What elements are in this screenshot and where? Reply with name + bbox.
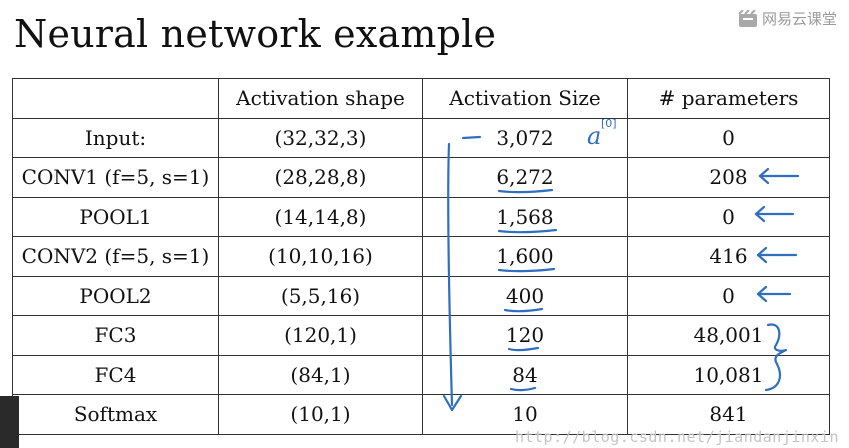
parameter-count: 416 bbox=[627, 236, 830, 277]
layer-name: Input: bbox=[12, 117, 219, 158]
layer-name: Softmax bbox=[12, 394, 219, 435]
video-slate-icon bbox=[738, 9, 757, 27]
table-row: POOL2 (5,5,16) 400 0 bbox=[12, 275, 830, 316]
slide-title: Neural network example bbox=[14, 12, 497, 56]
activation-shape: (10,10,16) bbox=[218, 236, 423, 277]
watermark-url: http://blog.csdn.net/jiandanjinxin bbox=[514, 428, 839, 446]
parameter-count: 10,081 bbox=[627, 354, 830, 395]
activation-size: 1,568 bbox=[422, 196, 628, 237]
table-row: Input: (32,32,3) 3,072 0 bbox=[12, 117, 830, 158]
parameter-count: 841 bbox=[627, 394, 830, 435]
activation-shape: (28,28,8) bbox=[218, 157, 423, 198]
layer-name: CONV1 (f=5, s=1) bbox=[12, 157, 219, 198]
network-table: Activation shape Activation Size # param… bbox=[12, 78, 830, 435]
activation-size: 84 bbox=[422, 354, 628, 395]
activation-shape: (5,5,16) bbox=[218, 275, 423, 316]
activation-size: 120 bbox=[422, 315, 628, 356]
parameter-count: 0 bbox=[627, 117, 830, 158]
table-row: POOL1 (14,14,8) 1,568 0 bbox=[12, 196, 830, 237]
table-row: FC3 (120,1) 120 48,001 bbox=[12, 315, 830, 356]
header-activation-size: Activation Size bbox=[422, 78, 628, 119]
table-row: FC4 (84,1) 84 10,081 bbox=[12, 354, 830, 395]
activation-size: 6,272 bbox=[422, 157, 628, 198]
table-row: CONV1 (f=5, s=1) (28,28,8) 6,272 208 bbox=[12, 157, 830, 198]
parameter-count: 0 bbox=[627, 196, 830, 237]
table-header-row: Activation shape Activation Size # param… bbox=[12, 78, 830, 119]
activation-size: 3,072 bbox=[422, 117, 628, 158]
header-parameters: # parameters bbox=[627, 78, 830, 119]
activation-shape: (10,1) bbox=[218, 394, 423, 435]
parameter-count: 208 bbox=[627, 157, 830, 198]
activation-size: 1,600 bbox=[422, 236, 628, 277]
table-row: Softmax (10,1) 10 841 bbox=[12, 394, 830, 435]
layer-name: POOL2 bbox=[12, 275, 219, 316]
layer-name: POOL1 bbox=[12, 196, 219, 237]
layer-name: CONV2 (f=5, s=1) bbox=[12, 236, 219, 277]
activation-shape: (120,1) bbox=[218, 315, 423, 356]
parameter-count: 0 bbox=[627, 275, 830, 316]
layer-name: FC4 bbox=[12, 354, 219, 395]
brand-label: 网易云课堂 bbox=[761, 10, 837, 28]
brand-logo: 网易云课堂 bbox=[738, 8, 837, 29]
activation-shape: (84,1) bbox=[218, 354, 423, 395]
activation-shape: (32,32,3) bbox=[218, 117, 423, 158]
parameter-count: 48,001 bbox=[627, 315, 830, 356]
activation-shape: (14,14,8) bbox=[218, 196, 423, 237]
table-row: CONV2 (f=5, s=1) (10,10,16) 1,600 416 bbox=[12, 236, 830, 277]
header-layer bbox=[12, 78, 219, 119]
corner-shadow bbox=[0, 396, 19, 448]
header-activation-shape: Activation shape bbox=[218, 78, 423, 119]
layer-name: FC3 bbox=[12, 315, 219, 356]
activation-size: 400 bbox=[422, 275, 628, 316]
